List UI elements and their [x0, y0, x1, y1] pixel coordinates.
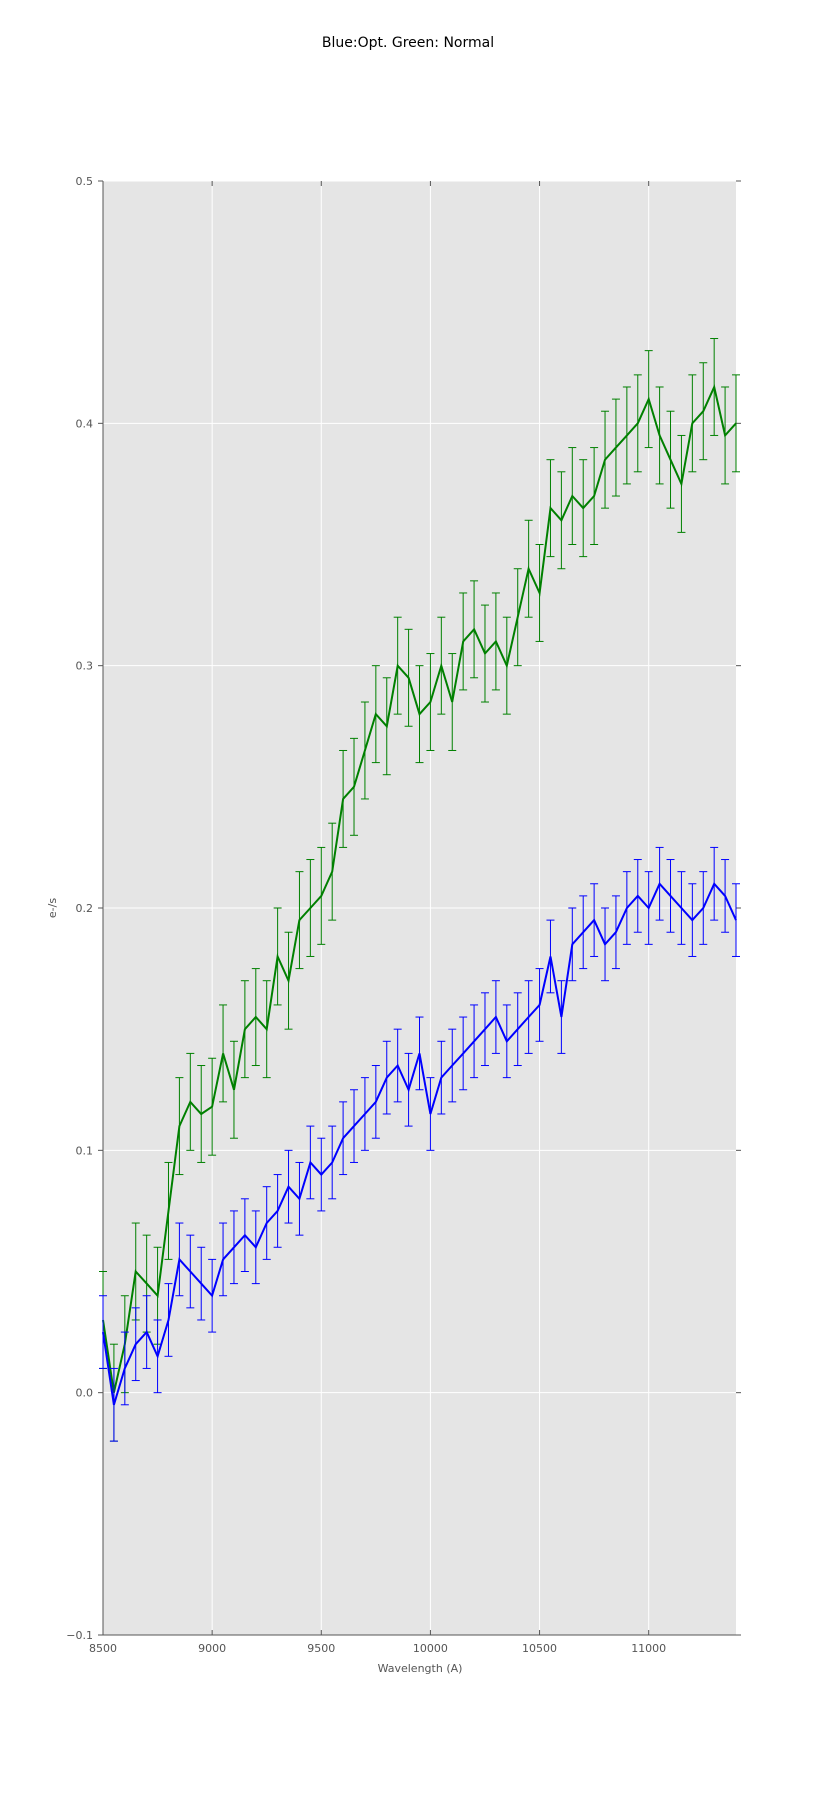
series-layer: [99, 338, 740, 1442]
x-tick-label: 10500: [522, 1642, 557, 1655]
series-line: [102, 383, 737, 1393]
y-tick-label: 0.3: [76, 660, 94, 673]
y-tick-label: 0.5: [76, 175, 94, 188]
x-tick-label: 10000: [413, 1642, 448, 1655]
x-tick-label: 9500: [307, 1642, 335, 1655]
y-axis-label: e-/s: [46, 898, 59, 918]
x-tick-label: 8500: [89, 1642, 117, 1655]
x-tick-label: 11000: [631, 1642, 666, 1655]
y-tick-label: 0.2: [76, 902, 94, 915]
y-tick-label: −0.1: [66, 1629, 93, 1642]
series-line: [102, 881, 737, 1406]
axes: 8500 9000 9500 10000 10500 11000 −0.1 0.0 0.1 0.2…: [66, 175, 741, 1655]
chart-title: Blue:Opt. Green: Normal: [322, 35, 494, 51]
x-tick-label: 9000: [198, 1642, 226, 1655]
y-tick-label: 0.0: [76, 1387, 94, 1400]
series-0: [99, 338, 740, 1442]
series-1: [99, 846, 740, 1442]
x-axis-label: Wavelength (A): [378, 1662, 463, 1675]
y-tick-label: 0.4: [76, 417, 94, 430]
y-tick-label: 0.1: [76, 1144, 94, 1157]
